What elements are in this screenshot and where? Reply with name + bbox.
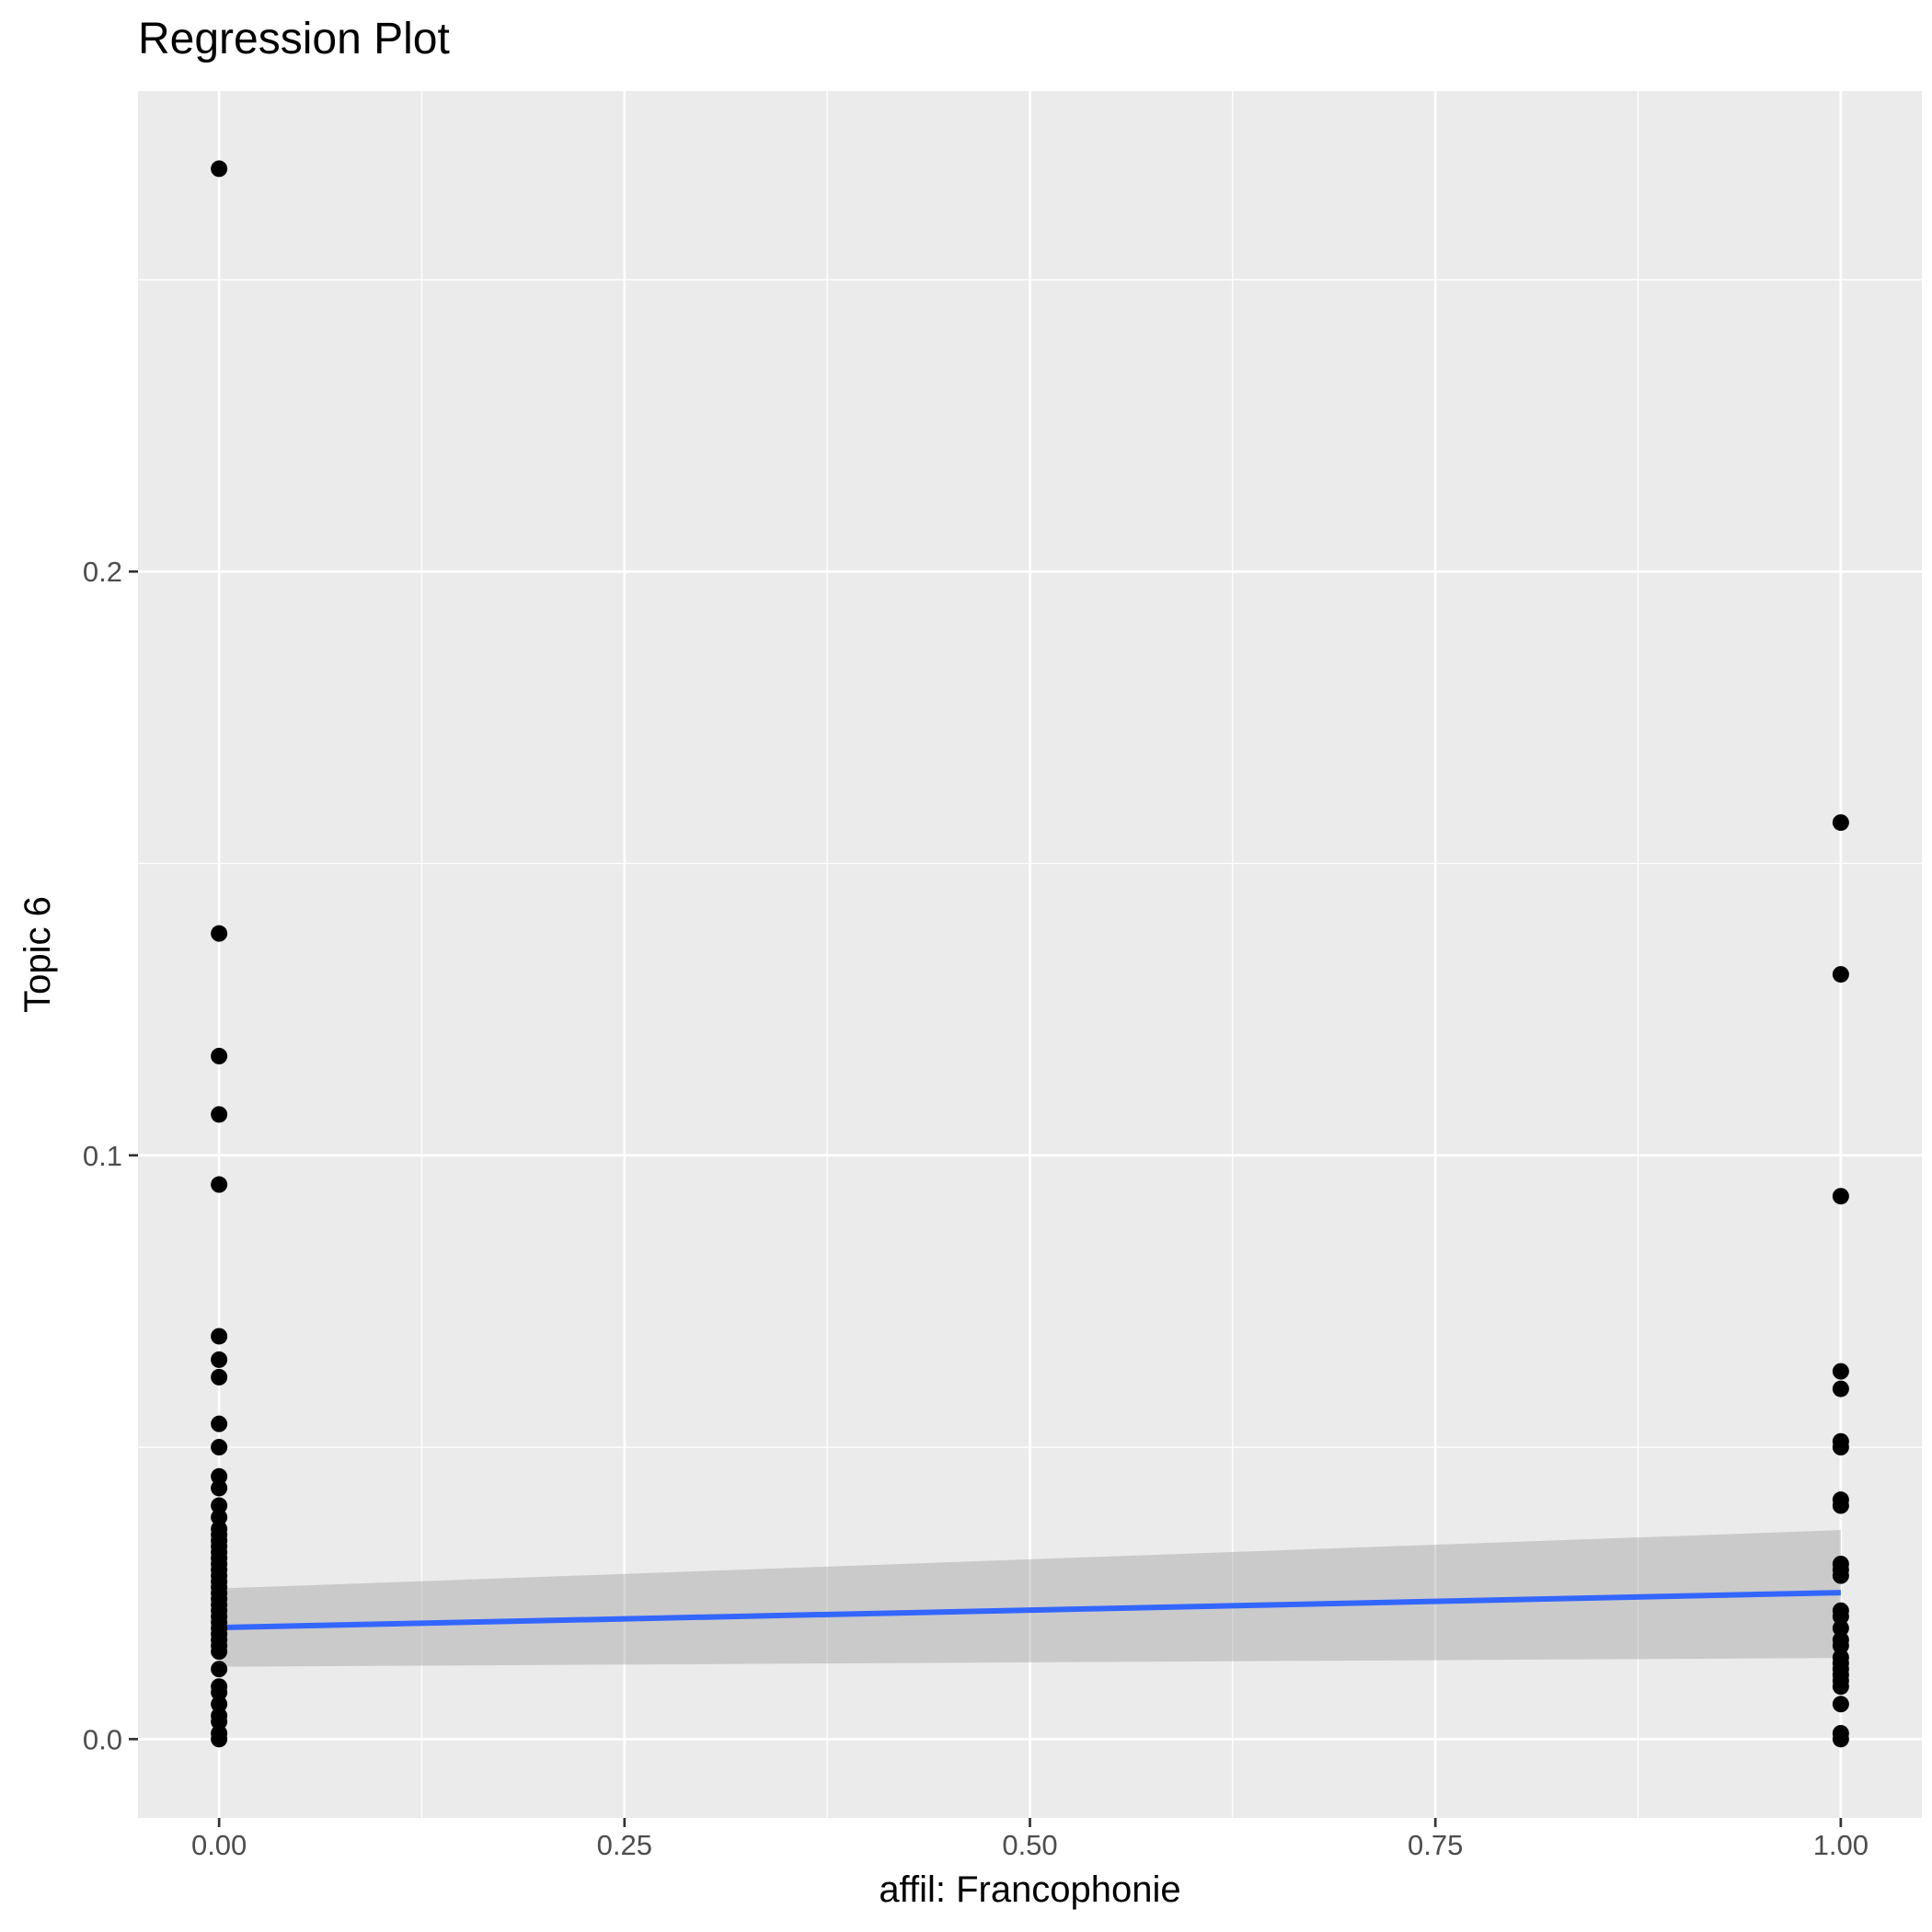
- x-axis-title: affil: Francophonie: [879, 1869, 1180, 1910]
- data-point: [211, 1368, 228, 1386]
- data-points: [211, 160, 1849, 1748]
- data-point: [1832, 1731, 1849, 1748]
- data-point: [211, 1661, 228, 1678]
- data-point: [211, 1106, 228, 1123]
- confidence-band: [219, 1530, 1841, 1667]
- data-point: [211, 1684, 228, 1701]
- y-tick-label: 0.0: [83, 1723, 122, 1755]
- data-point: [211, 160, 228, 178]
- data-point: [211, 1351, 228, 1368]
- data-point: [1832, 814, 1849, 832]
- data-point: [1832, 966, 1849, 983]
- y-tick-label: 0.2: [83, 556, 122, 588]
- data-point: [211, 1643, 228, 1661]
- data-point: [211, 1415, 228, 1432]
- x-tick-label: 1.00: [1813, 1829, 1869, 1861]
- regression-line-layer: [219, 1590, 1841, 1631]
- data-point: [211, 1467, 228, 1485]
- data-point: [211, 1509, 228, 1526]
- data-point: [1832, 1363, 1849, 1380]
- data-point: [211, 1439, 228, 1456]
- data-point: [1832, 1567, 1849, 1584]
- data-point: [211, 1047, 228, 1064]
- data-point: [1832, 1678, 1849, 1696]
- data-point: [211, 1497, 228, 1514]
- data-point: [1832, 1619, 1849, 1637]
- grid-major: [138, 91, 1922, 1818]
- data-point: [1832, 1696, 1849, 1713]
- data-point: [211, 1176, 228, 1193]
- data-point: [211, 1713, 228, 1731]
- confidence-band-layer: [219, 1530, 1841, 1667]
- data-point: [1832, 1439, 1849, 1456]
- data-point: [211, 1696, 228, 1713]
- data-point: [211, 1328, 228, 1345]
- data-point: [1832, 1188, 1849, 1205]
- data-point: [211, 1731, 228, 1748]
- data-point: [1832, 1380, 1849, 1397]
- y-tick-label: 0.1: [83, 1140, 122, 1172]
- regression-line: [219, 1590, 1841, 1631]
- data-point: [211, 1479, 228, 1497]
- x-tick-label: 0.00: [191, 1829, 247, 1861]
- x-axis: 0.00 0.25 0.50 0.75 1.00: [191, 1818, 1869, 1861]
- chart-title: Regression Plot: [138, 15, 450, 63]
- data-point: [1832, 1637, 1849, 1654]
- data-point: [1832, 1497, 1849, 1514]
- x-tick-label: 0.75: [1408, 1829, 1463, 1861]
- y-axis-title: Topic 6: [17, 896, 58, 1013]
- data-point: [211, 925, 228, 942]
- x-tick-label: 0.25: [597, 1829, 652, 1861]
- x-tick-label: 0.50: [1002, 1829, 1057, 1861]
- data-point: [1832, 1608, 1849, 1626]
- y-axis: 0.0 0.1 0.2: [83, 556, 138, 1755]
